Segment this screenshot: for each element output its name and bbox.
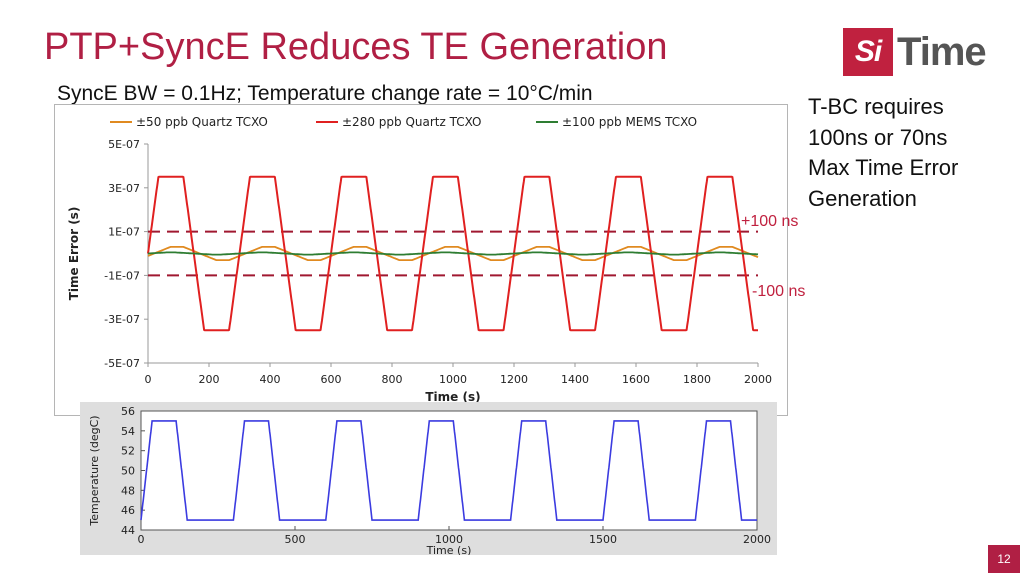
y-tick-label: 48 <box>121 484 135 497</box>
y-tick-label: 1E-07 <box>108 226 140 239</box>
lower-threshold-label: -100 ns <box>752 283 806 300</box>
x-tick-label: 500 <box>285 533 306 546</box>
page-title: PTP+SyncE Reduces TE Generation <box>44 26 668 68</box>
chart-subtitle: SyncE BW = 0.1Hz; Temperature change rat… <box>57 82 593 105</box>
sitime-logo: Si Time <box>843 28 995 78</box>
x-tick-label: 1800 <box>683 373 711 386</box>
x-tick-label: 1500 <box>589 533 617 546</box>
x-tick-label: 0 <box>138 533 145 546</box>
logo-word: Time <box>897 30 987 74</box>
y-axis-label: Time Error (s) <box>67 207 81 301</box>
plot-area <box>140 410 758 531</box>
temperature-line <box>140 420 757 521</box>
x-tick-label: 600 <box>321 373 342 386</box>
x-tick-label: 200 <box>199 373 220 386</box>
y-tick-label: 52 <box>121 445 135 458</box>
temperature-chart: 56 54 52 50 48 46 440 500 1000 1500 2000 Time (s) Te… <box>80 402 777 555</box>
x-tick-label: 1000 <box>439 373 467 386</box>
upper-threshold-label: +100 ns <box>741 213 799 230</box>
y-tick-label: 46 <box>121 504 135 517</box>
y-tick-label: 3E-07 <box>108 182 140 195</box>
y-tick-label: -5E-07 <box>104 357 140 370</box>
x-tick-label: 2000 <box>744 373 772 386</box>
series-line <box>147 175 758 332</box>
y-tick-label: 54 <box>121 425 135 438</box>
x-tick-label: 2000 <box>743 533 771 546</box>
y-tick-label: -3E-07 <box>104 313 140 326</box>
time-error-chart: 5E-07 3E-07 1E-07 -1E-07 -3E-07 -5E-07 0 200 400… <box>54 104 788 416</box>
x-tick-label: 800 <box>382 373 403 386</box>
y-axis-label: Temperature (degC) <box>88 415 101 526</box>
x-tick-label: 0 <box>145 373 152 386</box>
y-tick-label: 44 <box>121 524 135 537</box>
y-tick-label: 50 <box>121 465 135 478</box>
side-note-line: Generation <box>808 185 917 211</box>
x-tick-label: 400 <box>260 373 281 386</box>
page-number: 12 <box>988 545 1020 573</box>
side-note: T-BC requires 100ns or 70ns Max Time Err… <box>808 92 1008 214</box>
x-axis-label: Time (s) <box>426 544 472 555</box>
legend-label: ±280 ppb Quartz TCXO <box>342 115 482 129</box>
legend-label: ±100 ppb MEMS TCXO <box>562 115 697 129</box>
x-tick-label: 1600 <box>622 373 650 386</box>
x-tick-label: 1200 <box>500 373 528 386</box>
y-tick-label: 56 <box>121 405 135 418</box>
side-note-line: 100ns or 70ns <box>808 124 948 150</box>
side-note-line: Max Time Error <box>808 155 959 180</box>
x-tick-label: 1000 <box>435 533 463 546</box>
x-axis-label: Time (s) <box>425 390 480 404</box>
series-line <box>148 251 759 256</box>
y-tick-label: -1E-07 <box>104 269 140 282</box>
logo-mark: Si <box>843 28 893 76</box>
x-tick-label: 1400 <box>561 373 589 386</box>
y-tick-label: 5E-07 <box>108 138 140 151</box>
side-note-line: T-BC requires <box>808 94 944 119</box>
legend-label: ±50 ppb Quartz TCXO <box>136 115 268 129</box>
